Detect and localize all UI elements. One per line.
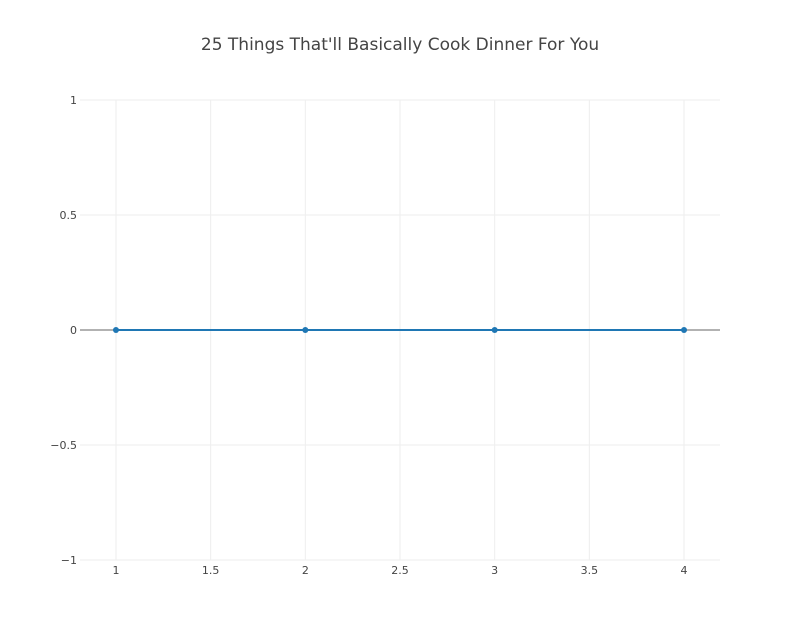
data-point[interactable] [112, 327, 119, 333]
x-tick-label: 2.5 [391, 564, 409, 577]
data-point[interactable] [302, 327, 309, 333]
chart-title: 25 Things That'll Basically Cook Dinner … [201, 35, 599, 55]
x-tick-label: 3.5 [581, 564, 599, 577]
series [112, 327, 688, 333]
y-tick-label: 0 [70, 324, 77, 337]
x-tick-label: 2 [302, 564, 309, 577]
data-point[interactable] [491, 327, 498, 333]
y-tick-label: 0.5 [60, 209, 78, 222]
x-tick-label: 3 [491, 564, 498, 577]
y-tick-label: 1 [70, 94, 77, 107]
axes: 1 1.5 2 2.5 3 3.5 4 1 0.5 0 −0.5 −1 [50, 94, 720, 577]
x-tick-label: 1 [112, 564, 119, 577]
x-tick-label: 4 [681, 564, 688, 577]
x-tick-label: 1.5 [202, 564, 220, 577]
data-point[interactable] [681, 327, 688, 333]
y-tick-label: −1 [61, 554, 77, 567]
y-tick-label: −0.5 [50, 439, 77, 452]
series-layer [112, 327, 688, 333]
